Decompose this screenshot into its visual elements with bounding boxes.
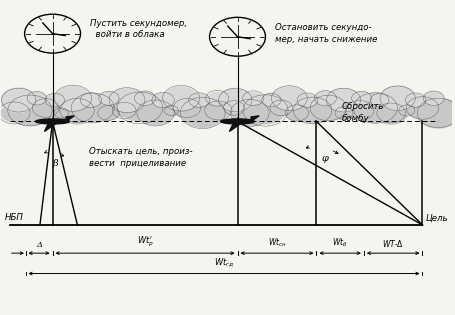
Text: НБП: НБП (4, 214, 23, 222)
Circle shape (285, 105, 309, 121)
Text: $WT$-$Δ$: $WT$-$Δ$ (382, 238, 404, 249)
Circle shape (7, 94, 53, 127)
Circle shape (162, 104, 181, 117)
Circle shape (374, 101, 408, 125)
Circle shape (294, 97, 331, 123)
Circle shape (261, 93, 282, 107)
Polygon shape (229, 122, 243, 131)
Circle shape (406, 94, 425, 106)
Circle shape (207, 92, 227, 105)
Text: φ: φ (321, 154, 328, 163)
Text: Отыскать цель, произ-
вести  прицеливание: Отыскать цель, произ- вести прицеливание (89, 147, 192, 168)
Circle shape (137, 100, 174, 125)
Text: Остановить секундо-
мер, начать снижение: Остановить секундо- мер, начать снижение (274, 23, 377, 44)
Polygon shape (45, 122, 58, 131)
Text: $Wt_{гд}$: $Wt_{гд}$ (214, 257, 234, 269)
Ellipse shape (35, 119, 70, 124)
Circle shape (406, 96, 440, 120)
Ellipse shape (221, 119, 254, 124)
Text: $Wt_б$: $Wt_б$ (332, 237, 348, 249)
Circle shape (152, 93, 174, 108)
Circle shape (326, 88, 361, 112)
Circle shape (205, 101, 232, 119)
Circle shape (51, 106, 71, 120)
Circle shape (309, 94, 348, 121)
Circle shape (172, 97, 202, 119)
Circle shape (379, 85, 416, 111)
Circle shape (98, 106, 119, 120)
Circle shape (298, 94, 317, 107)
Circle shape (81, 94, 101, 107)
Circle shape (32, 99, 59, 117)
Circle shape (226, 102, 242, 113)
Circle shape (115, 104, 134, 117)
Circle shape (164, 86, 199, 111)
Circle shape (0, 87, 37, 113)
Circle shape (55, 86, 91, 111)
Circle shape (189, 93, 209, 107)
Text: Δ: Δ (36, 241, 42, 249)
Circle shape (217, 88, 253, 112)
Circle shape (272, 86, 307, 111)
Circle shape (231, 100, 269, 126)
Text: Цель: Цель (426, 214, 449, 222)
Circle shape (244, 92, 263, 105)
Circle shape (416, 97, 455, 129)
Circle shape (351, 91, 372, 106)
Circle shape (134, 91, 156, 106)
Circle shape (0, 103, 28, 123)
Circle shape (99, 91, 119, 105)
Text: β: β (52, 159, 58, 168)
Circle shape (27, 91, 46, 105)
Circle shape (72, 94, 114, 123)
Circle shape (399, 106, 414, 116)
Text: $Wt_р'$: $Wt_р'$ (136, 235, 153, 249)
Text: Пустить секундомер,
  войти в облака: Пустить секундомер, войти в облака (90, 19, 187, 39)
Circle shape (181, 98, 224, 128)
Circle shape (56, 96, 97, 125)
Circle shape (270, 100, 293, 116)
Circle shape (347, 102, 372, 119)
Polygon shape (66, 116, 74, 122)
Circle shape (314, 91, 336, 106)
Circle shape (109, 88, 145, 112)
Circle shape (333, 106, 355, 120)
Text: $Wt_{сн}$: $Wt_{сн}$ (268, 237, 286, 249)
Circle shape (353, 93, 398, 123)
Circle shape (245, 96, 286, 124)
Text: Сбросить
бомбу: Сбросить бомбу (341, 102, 384, 123)
Circle shape (120, 94, 160, 122)
Circle shape (370, 94, 389, 107)
Polygon shape (251, 116, 259, 122)
Circle shape (46, 94, 64, 106)
Circle shape (424, 91, 444, 106)
